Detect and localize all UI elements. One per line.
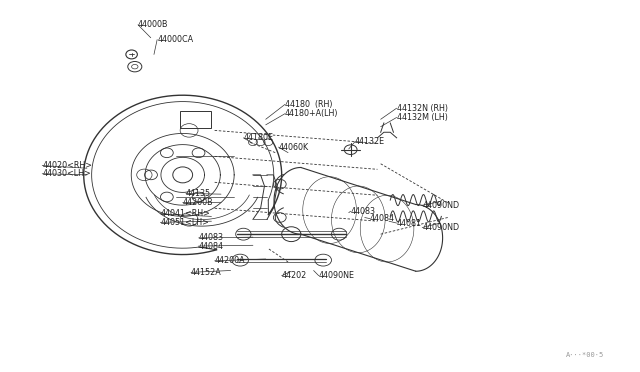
Text: 44020<RH>: 44020<RH> (42, 161, 92, 170)
Text: 44152A: 44152A (191, 268, 221, 277)
Text: 44132M (LH): 44132M (LH) (397, 113, 447, 122)
Text: 44081: 44081 (397, 219, 422, 228)
Text: 44060K: 44060K (278, 142, 308, 151)
Text: 44200A: 44200A (214, 256, 245, 265)
Text: 44084: 44084 (198, 241, 223, 250)
Text: 44090NE: 44090NE (319, 271, 355, 280)
Text: 44180E: 44180E (243, 133, 273, 142)
Text: 44051<LH>: 44051<LH> (161, 218, 209, 227)
Text: 44041<RH>: 44041<RH> (161, 209, 210, 218)
Text: 44090ND: 44090ND (422, 201, 460, 210)
Text: 44083: 44083 (351, 207, 376, 216)
Text: 44132N (RH): 44132N (RH) (397, 104, 447, 113)
Text: 44200B: 44200B (182, 198, 213, 207)
Text: 44135: 44135 (186, 189, 211, 198)
Text: 44180+A(LH): 44180+A(LH) (285, 109, 339, 118)
Text: 44202: 44202 (282, 271, 307, 280)
Text: 44083: 44083 (198, 233, 223, 243)
Text: 44030<LH>: 44030<LH> (42, 169, 91, 178)
Text: A···*00·5: A···*00·5 (566, 352, 604, 357)
Text: 44090ND: 44090ND (422, 223, 460, 232)
Text: 44084: 44084 (370, 214, 395, 223)
FancyBboxPatch shape (179, 110, 211, 128)
Text: 44000CA: 44000CA (157, 35, 193, 44)
Text: 44180  (RH): 44180 (RH) (285, 100, 332, 109)
Text: 44132E: 44132E (355, 137, 385, 146)
Text: 44000B: 44000B (138, 20, 168, 29)
